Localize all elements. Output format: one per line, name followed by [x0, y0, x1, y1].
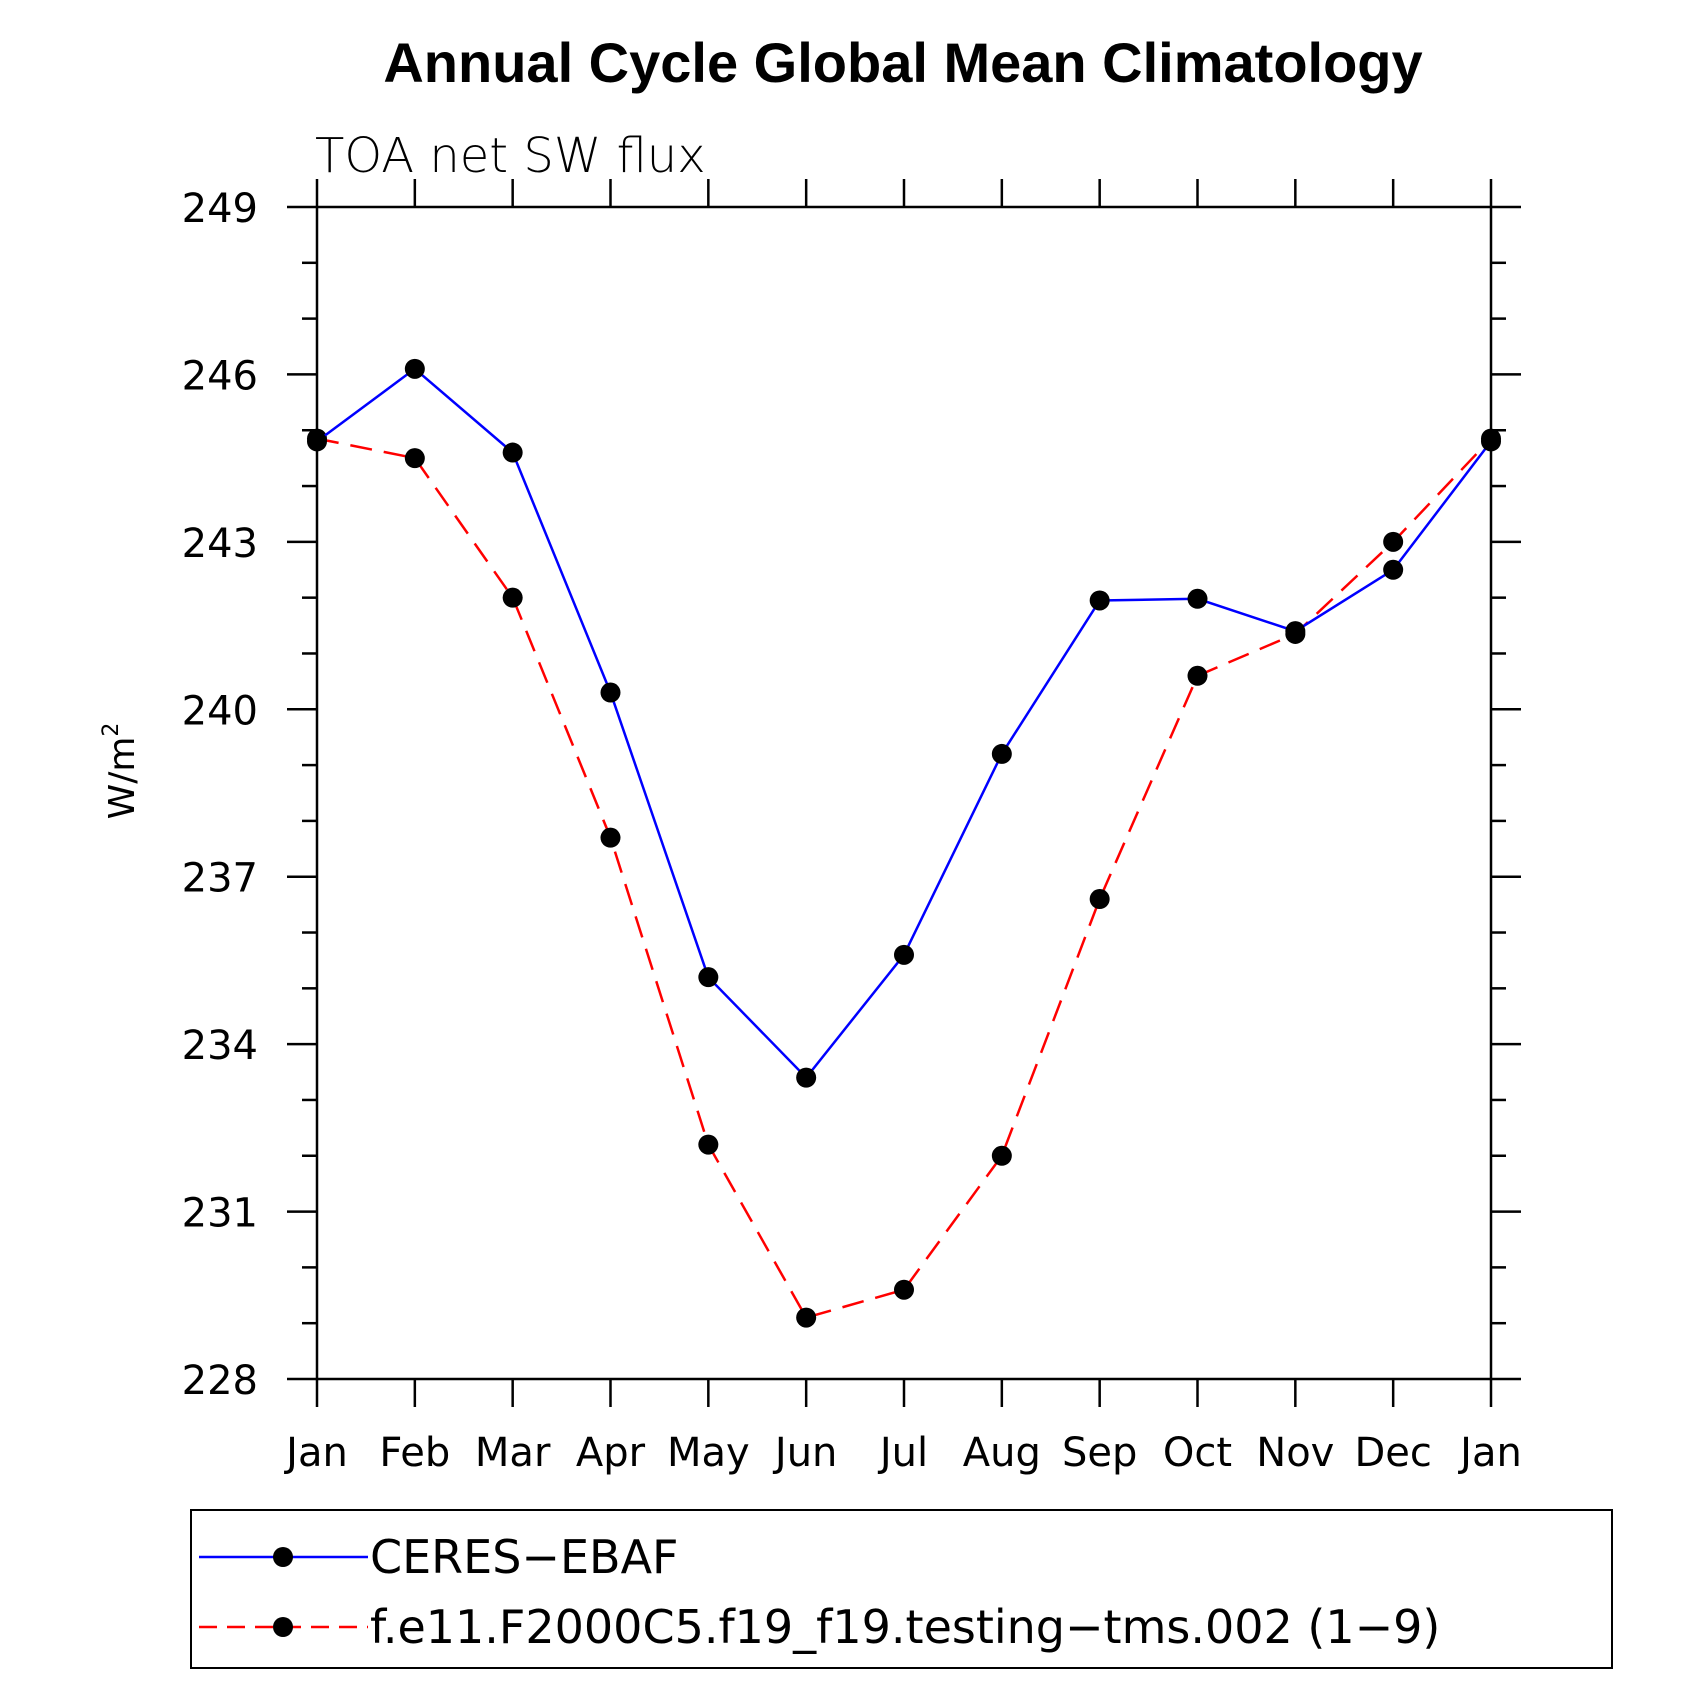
data-point — [502, 587, 523, 608]
x-tick-label: Jun — [772, 1430, 838, 1476]
x-tick-label: Apr — [576, 1430, 646, 1476]
y-tick-label: 249 — [182, 186, 258, 232]
data-point — [1089, 889, 1110, 910]
y-tick-label: 246 — [182, 353, 258, 399]
x-tick-label: Aug — [963, 1430, 1041, 1476]
y-tick-labels: 249 246 243 240 237 234 231 228 — [182, 186, 258, 1404]
y-axis-label-superscript: 2 — [99, 723, 124, 737]
series-layer — [307, 358, 1501, 1328]
y-tick-label: 231 — [182, 1191, 258, 1237]
x-tick-label: Jan — [1457, 1430, 1522, 1476]
data-point — [307, 431, 327, 452]
data-point — [894, 944, 914, 965]
data-point — [404, 358, 425, 379]
x-tick-label: Feb — [379, 1430, 450, 1476]
series-line — [316, 367, 1492, 1080]
y-tick-label: 237 — [182, 856, 258, 902]
x-tick-label: Dec — [1354, 1430, 1431, 1476]
chart-title: Annual Cycle Global Mean Climatology — [383, 31, 1422, 94]
y-tick-label: 243 — [182, 521, 258, 567]
data-point — [991, 1145, 1012, 1166]
chart-subtitle: TOA net SW flux — [315, 128, 706, 184]
x-tick-label: May — [667, 1430, 750, 1476]
data-point — [796, 1067, 817, 1088]
data-point — [600, 682, 621, 703]
data-point — [1383, 559, 1404, 580]
legend-box — [190, 1509, 1613, 1669]
data-point — [404, 448, 425, 469]
x-tick-label: Mar — [475, 1430, 551, 1476]
data-point — [991, 743, 1012, 764]
data-point — [600, 827, 621, 848]
plot-axes — [287, 179, 1521, 1407]
y-tick-label: 240 — [182, 688, 258, 734]
data-point — [698, 1134, 719, 1155]
y-tick-label: 228 — [182, 1358, 258, 1404]
x-tick-label: Oct — [1163, 1430, 1232, 1476]
y-axis-label-text: W/m — [102, 737, 143, 820]
series-1 — [307, 428, 1501, 1328]
data-point — [1089, 590, 1110, 611]
svg-text:W/m2: W/m2 — [99, 723, 143, 820]
data-point — [1187, 588, 1208, 609]
data-point — [894, 1279, 914, 1300]
legend-label-model: f.e11.F2000C5.f19_f19.testing−tms.002 (1… — [370, 1600, 1440, 1654]
data-point — [1285, 621, 1306, 642]
x-tick-label: Nov — [1256, 1430, 1334, 1476]
data-point — [796, 1307, 817, 1328]
plot-frame — [315, 205, 1493, 1381]
x-tick-label: Jul — [877, 1430, 928, 1476]
x-tick-label: Sep — [1062, 1430, 1137, 1476]
x-tick-labels: Jan Feb Mar Apr May Jun Jul Aug Sep Oct Nov Dec Jan — [283, 1430, 1522, 1476]
data-point — [1187, 665, 1208, 686]
y-tick-label: 234 — [182, 1023, 258, 1069]
data-point — [502, 442, 523, 463]
series-line — [316, 437, 1492, 1320]
data-point — [1383, 531, 1404, 552]
series-0 — [307, 358, 1501, 1088]
legend-marker-ceres — [273, 1547, 293, 1567]
x-tick-label: Jan — [283, 1430, 348, 1476]
legend-marker-model — [273, 1617, 293, 1637]
data-point — [698, 967, 719, 988]
y-axis-label: W/m2 — [99, 723, 143, 820]
legend-label-ceres: CERES−EBAF — [370, 1530, 679, 1584]
data-point — [1481, 431, 1501, 452]
legend: CERES−EBAF f.e11.F2000C5.f19_f19.testing… — [190, 1509, 1613, 1669]
